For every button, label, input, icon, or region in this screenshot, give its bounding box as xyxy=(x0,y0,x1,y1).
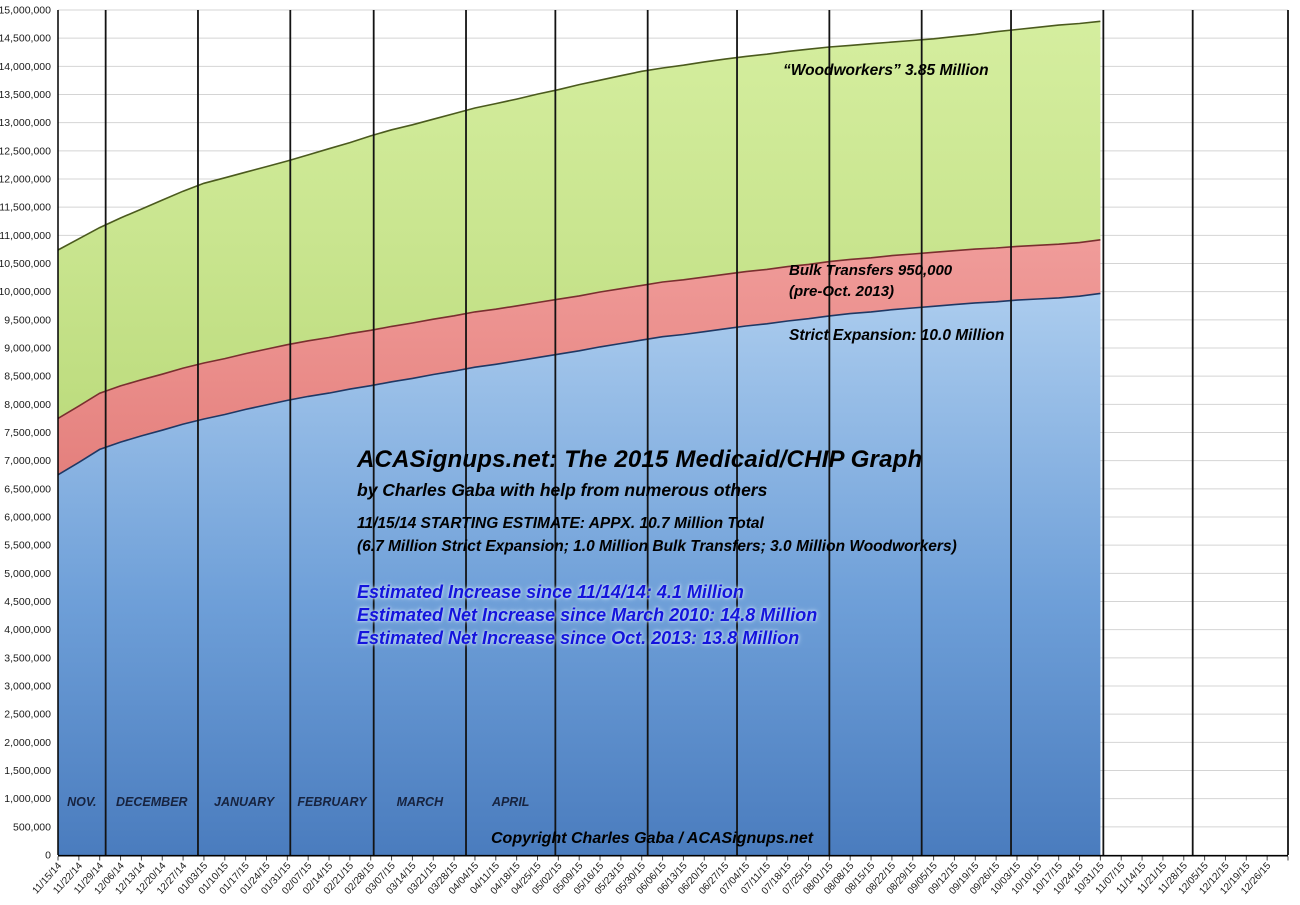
bulk-transfers-label-line1: Bulk Transfers 950,000 xyxy=(789,262,953,279)
estimated-increase-line2: Estimated Net Increase since March 2010:… xyxy=(357,604,818,625)
month-labels: NOV. DECEMBER JANUARY FEBRUARY MARCH APRIL xyxy=(67,795,529,809)
area-strict-expansion xyxy=(58,293,1101,855)
y-axis-label: 12,000,000 xyxy=(0,174,51,186)
woodworkers-top-line xyxy=(57,20,1101,251)
y-axis-label: 12,500,000 xyxy=(0,145,51,157)
month-label: APRIL xyxy=(491,795,530,809)
month-boundary-lines xyxy=(104,10,1194,855)
y-axis-label: 5,000,000 xyxy=(4,568,51,580)
month-label: NOV. xyxy=(67,795,96,809)
bulk-transfers-top-line xyxy=(57,239,1101,420)
starting-estimate-note: 11/15/14 STARTING ESTIMATE: APPX. 10.7 M… xyxy=(357,513,957,558)
starting-estimate-line1: 11/15/14 STARTING ESTIMATE: APPX. 10.7 M… xyxy=(357,515,764,532)
month-label: JANUARY xyxy=(214,795,276,809)
y-axis-label: 13,500,000 xyxy=(0,89,51,101)
month-label: MARCH xyxy=(397,795,444,809)
x-axis-labels: 11/15/1411/22/1411/29/1412/06/1412/13/14… xyxy=(31,860,1274,897)
month-label: FEBRUARY xyxy=(297,795,368,809)
month-label: DECEMBER xyxy=(116,795,188,809)
y-axis-label: 4,500,000 xyxy=(4,596,51,608)
y-axis-label: 10,500,000 xyxy=(0,258,51,270)
y-axis-label: 10,000,000 xyxy=(0,286,51,298)
y-axis-label: 8,000,000 xyxy=(4,399,51,411)
y-axis-label: 11,500,000 xyxy=(0,202,51,214)
estimated-increase-line1: Estimated Increase since 11/14/14: 4.1 M… xyxy=(357,582,744,602)
starting-estimate-line2: (6.7 Million Strict Expansion; 1.0 Milli… xyxy=(357,537,957,555)
y-axis-label: 2,500,000 xyxy=(4,709,51,721)
y-axis-label: 7,000,000 xyxy=(4,455,51,467)
y-axis-label: 9,500,000 xyxy=(4,314,51,326)
strict-expansion-top-line xyxy=(57,292,1101,476)
y-axis-label: 9,000,000 xyxy=(4,343,51,355)
y-axis-label: 3,000,000 xyxy=(4,681,51,693)
stacked-areas xyxy=(57,20,1101,855)
bulk-transfers-label-line2: (pre-Oct. 2013) xyxy=(789,282,895,300)
x-axis-ticks xyxy=(57,856,1289,861)
area-bulk-transfers xyxy=(58,239,1101,475)
chart-title: ACASignups.net: The 2015 Medicaid/CHIP G… xyxy=(357,446,923,473)
chart-byline: by Charles Gaba with help from numerous … xyxy=(357,480,768,500)
y-axis-label: 1,000,000 xyxy=(4,793,51,805)
y-axis-label: 15,000,000 xyxy=(0,5,51,17)
y-axis-label: 1,500,000 xyxy=(4,765,51,777)
y-axis-label: 14,500,000 xyxy=(0,33,51,45)
y-axis-label: 3,500,000 xyxy=(4,652,51,664)
y-axis-label: 6,000,000 xyxy=(4,512,51,524)
area-woodworkers xyxy=(58,21,1101,419)
y-axis-label: 7,500,000 xyxy=(4,427,51,439)
woodworkers-series-label: “Woodworkers” 3.85 Million xyxy=(783,62,989,79)
y-axis-label: 8,500,000 xyxy=(4,371,51,383)
y-axis-label: 6,500,000 xyxy=(4,483,51,495)
y-axis-label: 4,000,000 xyxy=(4,624,51,636)
bulk-transfers-series-label: Bulk Transfers 950,000 (pre-Oct. 2013) xyxy=(789,261,952,302)
estimated-increase-note: Estimated Increase since 11/14/14: 4.1 M… xyxy=(357,581,817,649)
y-axis-label: 0 xyxy=(45,850,51,862)
copyright-notice: Copyright Charles Gaba / ACASignups.net xyxy=(491,830,814,847)
y-axis-label: 2,000,000 xyxy=(4,737,51,749)
estimated-increase-line3: Estimated Net Increase since Oct. 2013: … xyxy=(357,627,800,648)
y-axis-labels: 0 500,000 1,000,000 1,500,000 2,000,000 2,500… xyxy=(0,5,51,862)
y-axis-label: 5,500,000 xyxy=(4,540,51,552)
y-axis-label: 14,000,000 xyxy=(0,61,51,73)
y-axis-label: 11,000,000 xyxy=(0,230,51,242)
y-axis-label: 500,000 xyxy=(13,821,51,833)
strict-expansion-series-label: Strict Expansion: 10.0 Million xyxy=(789,327,1005,344)
y-axis-label: 13,000,000 xyxy=(0,117,51,129)
